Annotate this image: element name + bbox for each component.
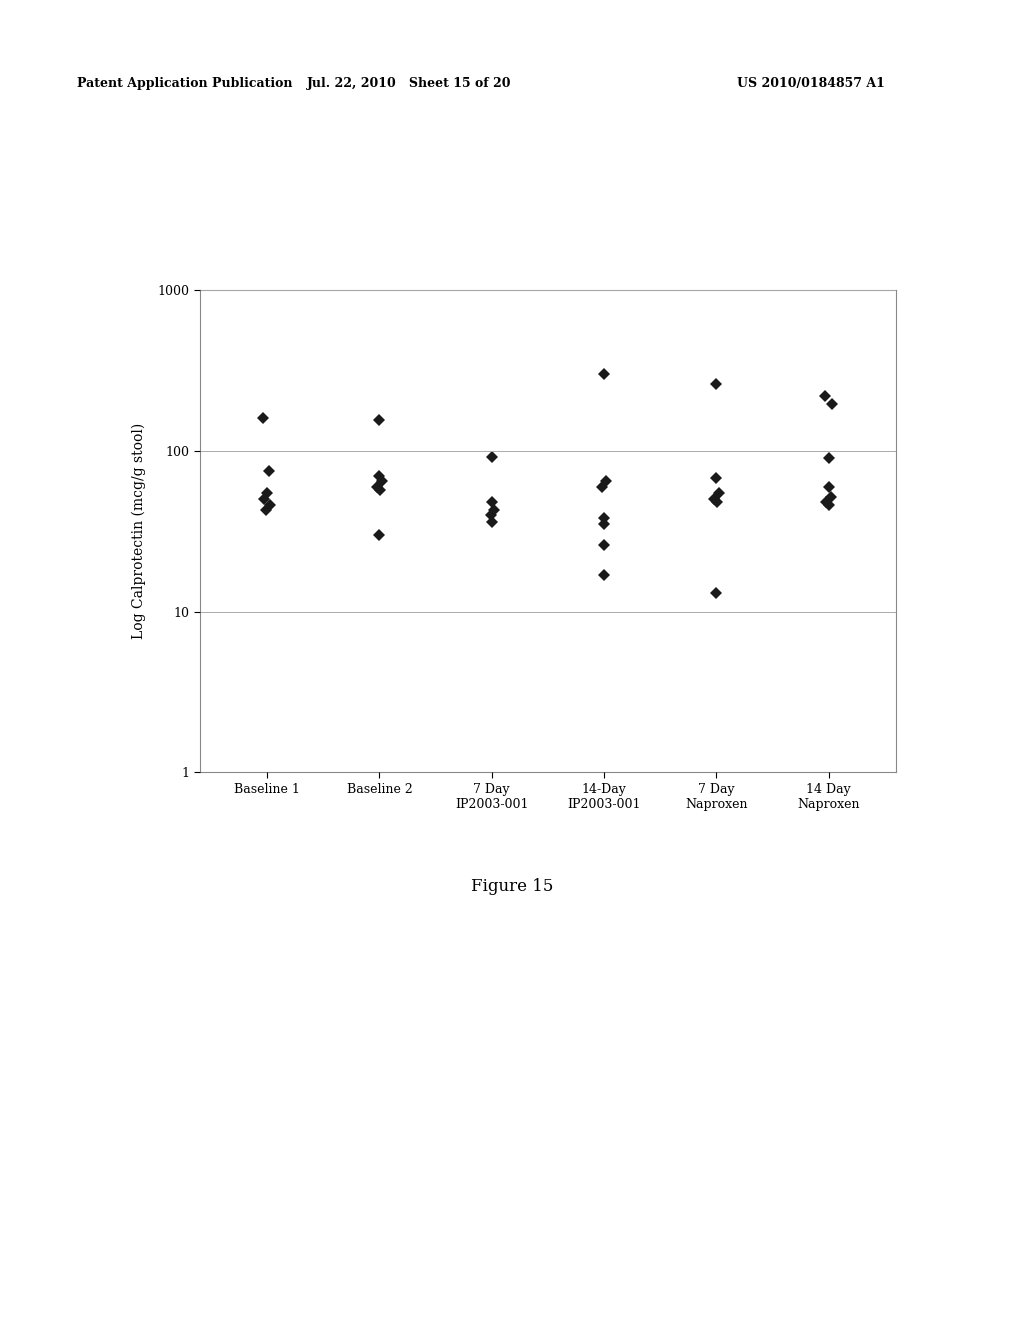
Text: Jul. 22, 2010   Sheet 15 of 20: Jul. 22, 2010 Sheet 15 of 20: [307, 77, 512, 90]
Text: Patent Application Publication: Patent Application Publication: [77, 77, 292, 90]
Text: US 2010/0184857 A1: US 2010/0184857 A1: [737, 77, 885, 90]
Text: Figure 15: Figure 15: [471, 878, 553, 895]
Y-axis label: Log Calprotectin (mcg/g stool): Log Calprotectin (mcg/g stool): [132, 424, 146, 639]
